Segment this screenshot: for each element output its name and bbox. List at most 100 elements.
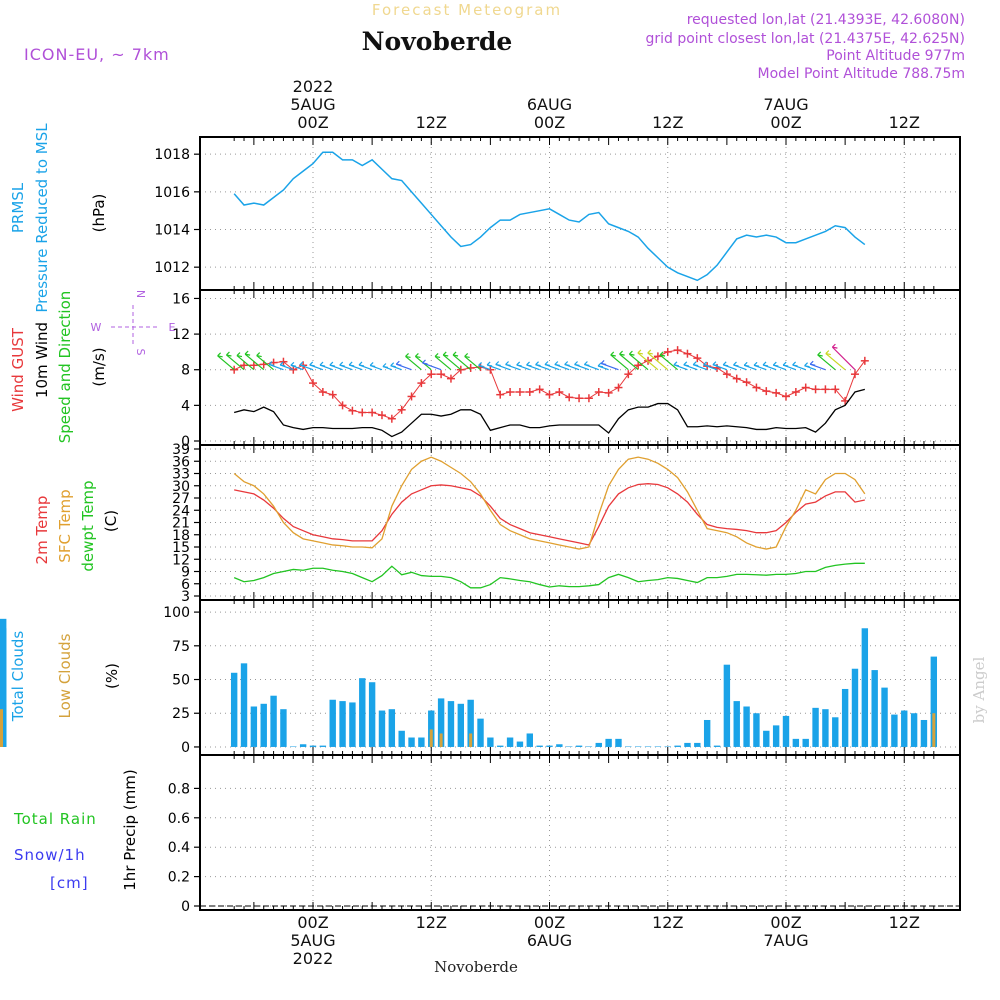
wind-direction-arrow: [712, 364, 719, 367]
wind-direction-arrow: [434, 355, 452, 371]
total-cloud-bar: [753, 713, 760, 747]
total-cloud-bar: [782, 715, 790, 747]
wind-direction-arrow: [349, 364, 355, 367]
panel-frame-precip: [199, 754, 961, 911]
total-cloud-bar: [280, 709, 287, 747]
wind-direction-arrow: [464, 355, 470, 359]
wind-direction-arrow: [629, 353, 635, 356]
top-time-label: 00Z: [534, 113, 565, 132]
total-cloud-bar: [743, 706, 750, 747]
wind-direction-arrow: [637, 352, 659, 371]
y-tick-label: 3: [181, 589, 190, 605]
y-tick-label: 16: [172, 291, 190, 307]
low-clouds-label: Low Clouds: [56, 633, 74, 718]
wind-direction-arrow: [236, 355, 255, 371]
total-cloud-bar: [792, 738, 800, 747]
grid-layer: [200, 137, 960, 910]
total-cloud-bar: [654, 746, 662, 747]
wind-direction-arrow: [659, 354, 678, 371]
total-cloud-bar: [615, 738, 622, 747]
bottom-time-label: 2022: [293, 949, 334, 968]
wind-direction-arrow: [358, 364, 365, 367]
wind-direction-arrow: [226, 354, 232, 357]
wind-direction-arrow: [268, 363, 275, 367]
y-tick-label: 1014: [154, 223, 190, 239]
y-tick-label: 0.8: [168, 781, 190, 797]
wind-direction-arrow: [478, 364, 484, 368]
total-cloud-bar: [772, 725, 780, 747]
sfc-temp-line: [233, 456, 866, 550]
y-tick-label: 8: [181, 363, 190, 379]
total-cloud-bar: [920, 719, 928, 747]
wind-direction-arrow: [516, 364, 522, 367]
total-cloud-bar: [388, 709, 396, 747]
location-title: Novoberde: [362, 27, 513, 56]
top-time-label: 7AUG: [763, 95, 808, 114]
wind-direction-arrow: [619, 353, 639, 371]
y-tick-label: 9: [181, 565, 190, 581]
total-cloud-bar: [841, 688, 849, 747]
point-altitude: Point Altitude 977m: [826, 48, 965, 64]
total-cloud-bar: [339, 701, 346, 747]
wind-direction-arrow: [370, 364, 376, 368]
bottom-time-label: 5AUG: [290, 931, 335, 950]
total-cloud-bar: [733, 701, 740, 747]
low-cloud-bar: [0, 728, 3, 747]
total-cloud-bar: [723, 664, 731, 747]
total-cloud-bar: [910, 713, 918, 747]
low-cloud-bar: [439, 733, 443, 747]
total-cloud-bar: [506, 737, 514, 747]
y-tick-label: 18: [172, 528, 190, 544]
wind-direction-arrow: [236, 354, 243, 358]
wind-direction-arrow: [339, 364, 345, 367]
wind-direction-arrow: [434, 355, 441, 359]
wind-direction-arrow: [299, 364, 306, 367]
wind-direction-arrow: [244, 353, 251, 356]
wind-direction-arrow: [382, 365, 389, 369]
wind-direction-arrow: [610, 354, 629, 371]
y-tick-label: 50: [172, 673, 190, 689]
total-cloud-bar: [250, 706, 258, 747]
axis-layer: 1012101410161018048121636912151821242730…: [154, 77, 961, 968]
wind-10m-label: 10m Wind: [33, 322, 51, 398]
compass-north: N: [134, 290, 147, 298]
total-cloud-bar: [378, 710, 386, 747]
wind-direction-arrow: [226, 354, 245, 371]
wind-direction-arrow: [405, 355, 411, 359]
total-cloud-bar: [851, 668, 859, 747]
y-tick-label: 0.4: [168, 840, 190, 856]
wind-direction-arrow: [825, 352, 831, 356]
wind-direction-arrow: [544, 363, 551, 367]
total-cloud-bar: [497, 745, 504, 747]
wind-direction-arrow: [405, 355, 422, 371]
wind-direction-arrow: [329, 364, 335, 367]
wind-direction-label: Speed and Direction: [56, 291, 74, 444]
total-cloud-bar: [408, 737, 415, 747]
wind-unit-label: (m/s): [90, 347, 108, 386]
wind-direction-arrow: [783, 364, 789, 367]
clouds-unit-label: (%): [103, 663, 121, 689]
wind-direction-arrow: [610, 354, 616, 357]
bottom-time-label: 12Z: [652, 913, 683, 932]
bottom-time-label: 12Z: [416, 913, 447, 932]
footer-location: Novoberde: [434, 958, 518, 976]
y-tick-label: 24: [172, 503, 190, 519]
y-tick-label: 33: [172, 467, 190, 483]
temp-2m-line: [234, 483, 865, 546]
total-cloud-bar: [634, 746, 642, 747]
wind-direction-arrow: [831, 346, 856, 371]
wind-direction-arrow: [647, 352, 653, 355]
total-cloud-bar: [891, 714, 898, 747]
wind-direction-arrow: [290, 364, 297, 367]
wind-direction-arrow: [495, 363, 501, 367]
total-cloud-bar: [625, 746, 632, 747]
total-cloud-bar: [566, 746, 573, 747]
total-cloud-bar: [437, 698, 445, 747]
wind-direction-arrow: [733, 364, 739, 367]
y-tick-label: 1018: [154, 147, 190, 163]
total-cloud-bar: [260, 703, 267, 747]
total-cloud-bar: [359, 678, 366, 747]
total-cloud-bar: [0, 618, 7, 747]
total-cloud-bar: [270, 695, 277, 747]
